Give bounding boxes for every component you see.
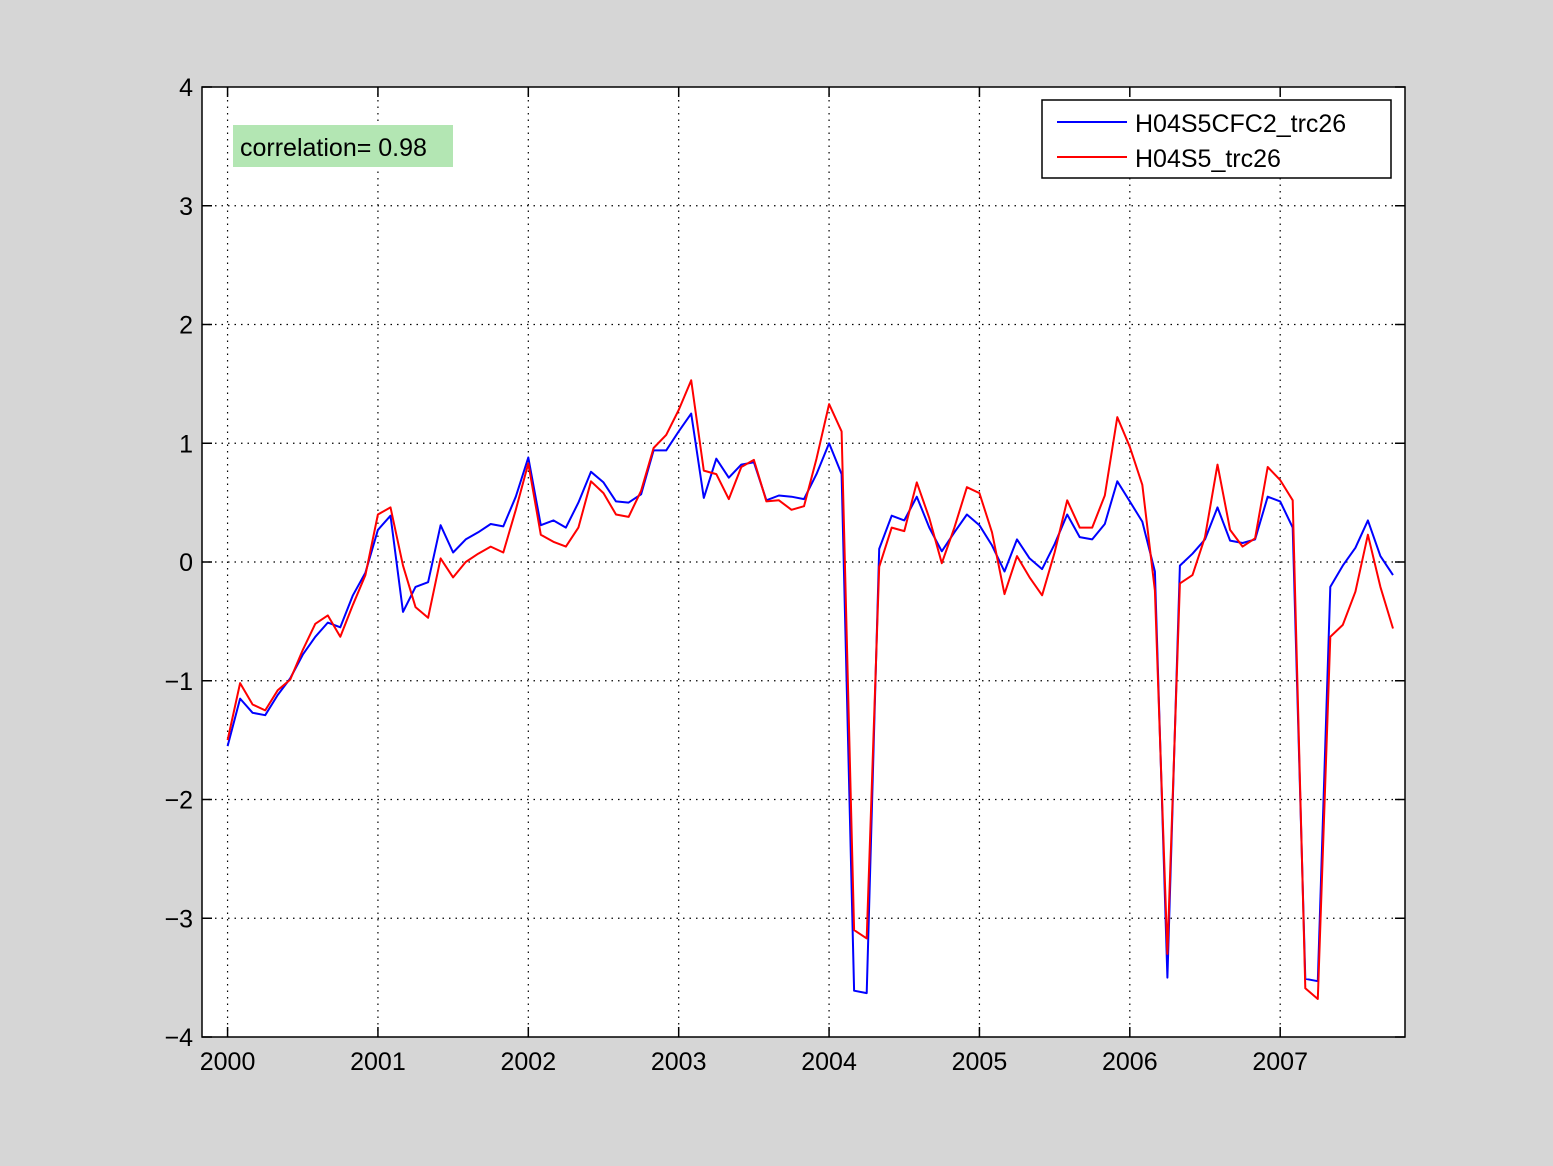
x-tick-label: 2000: [200, 1048, 256, 1076]
plot-area: [202, 87, 1405, 1037]
legend-label-series-2: H04S5_trc26: [1135, 145, 1281, 173]
y-tick-label: 0: [179, 549, 193, 577]
y-tick-label: 1: [179, 430, 193, 458]
x-tick-label: 2003: [651, 1048, 707, 1076]
grid: [202, 87, 1405, 1037]
x-tick-label: 2007: [1252, 1048, 1308, 1076]
annotation: correlation= 0.98: [233, 125, 453, 167]
legend-label-series-1: H04S5CFC2_trc26: [1135, 110, 1346, 138]
y-tick-label: 2: [179, 312, 193, 340]
y-tick-label: −4: [164, 1024, 193, 1052]
y-tick-label: 4: [179, 74, 193, 102]
series-line-1: [226, 412, 1394, 995]
legend-box: [1041, 99, 1392, 179]
y-tick-label: 3: [179, 193, 193, 221]
series-line-2: [226, 379, 1394, 1000]
x-tick-label: 2005: [952, 1048, 1008, 1076]
legend: H04S5CFC2_trc26 H04S5_trc26: [1041, 99, 1392, 179]
correlation-label: correlation= 0.98: [240, 134, 427, 162]
x-tick-label: 2002: [501, 1048, 557, 1076]
x-tick-label: 2004: [801, 1048, 857, 1076]
plot-frame: [201, 86, 1406, 1038]
ticks: 2000 2001 2002 2003 2004 2005 2006 2007 4 3 2 1 0 −1 −…: [164, 74, 1405, 1076]
x-tick-label: 2001: [350, 1048, 406, 1076]
y-tick-label: −1: [164, 668, 193, 696]
y-tick-label: −2: [164, 787, 193, 815]
y-tick-label: −3: [164, 905, 193, 933]
x-tick-label: 2006: [1102, 1048, 1158, 1076]
series-lines: [226, 379, 1394, 1000]
